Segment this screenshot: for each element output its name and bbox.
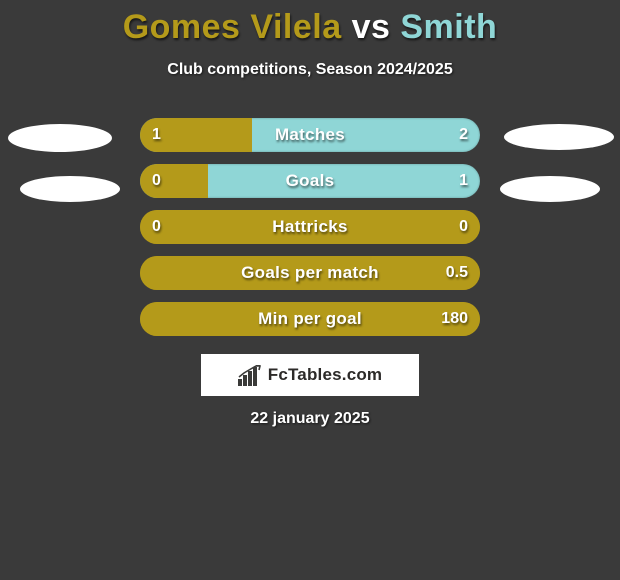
stat-bar-value-right: 2: [459, 118, 468, 152]
player-left-photo-placeholder: [8, 124, 112, 152]
page-subtitle: Club competitions, Season 2024/2025: [0, 61, 620, 79]
stat-bar-value-right: 1: [459, 164, 468, 198]
stat-bar-value-right: 0.5: [446, 256, 468, 290]
date-line: 22 january 2025: [0, 410, 620, 428]
comparison-infographic: Gomes Vilela vs Smith Club competitions,…: [0, 0, 620, 580]
stat-bars: Matches12Goals01Hattricks00Goals per mat…: [140, 118, 480, 348]
stat-bar-label: Goals per match: [140, 256, 480, 290]
title-player-left: Gomes Vilela: [123, 8, 342, 46]
page-title: Gomes Vilela vs Smith: [0, 0, 620, 47]
title-player-right: Smith: [400, 8, 497, 46]
brand-text: FcTables.com: [268, 365, 383, 385]
stat-bar-row: Goals per match0.5: [140, 256, 480, 290]
stat-bar-value-left: 0: [152, 210, 161, 244]
title-separator: vs: [342, 8, 401, 46]
stat-bar-row: Min per goal180: [140, 302, 480, 336]
stat-bar-row: Goals0 1: [140, 164, 480, 198]
stat-bar-label: Hattricks: [140, 210, 480, 244]
stat-bar-value-left: 1: [152, 118, 161, 152]
player-right-photo-placeholder: [504, 124, 614, 150]
player-right-photo-placeholder-2: [500, 176, 600, 202]
stat-bar-row: Hattricks0 0: [140, 210, 480, 244]
stat-bar-value-left: 0: [152, 164, 161, 198]
stat-bar-label: Matches: [140, 118, 480, 152]
brand-badge[interactable]: FcTables.com: [201, 354, 419, 396]
stat-bar-value-right: 180: [441, 302, 468, 336]
player-left-photo-placeholder-2: [20, 176, 120, 202]
stat-bar-value-right: 0: [459, 210, 468, 244]
stat-bar-label: Goals: [140, 164, 480, 198]
stat-bar-label: Min per goal: [140, 302, 480, 336]
bar-growth-icon: [238, 365, 262, 386]
stat-bar-row: Matches1 2: [140, 118, 480, 152]
